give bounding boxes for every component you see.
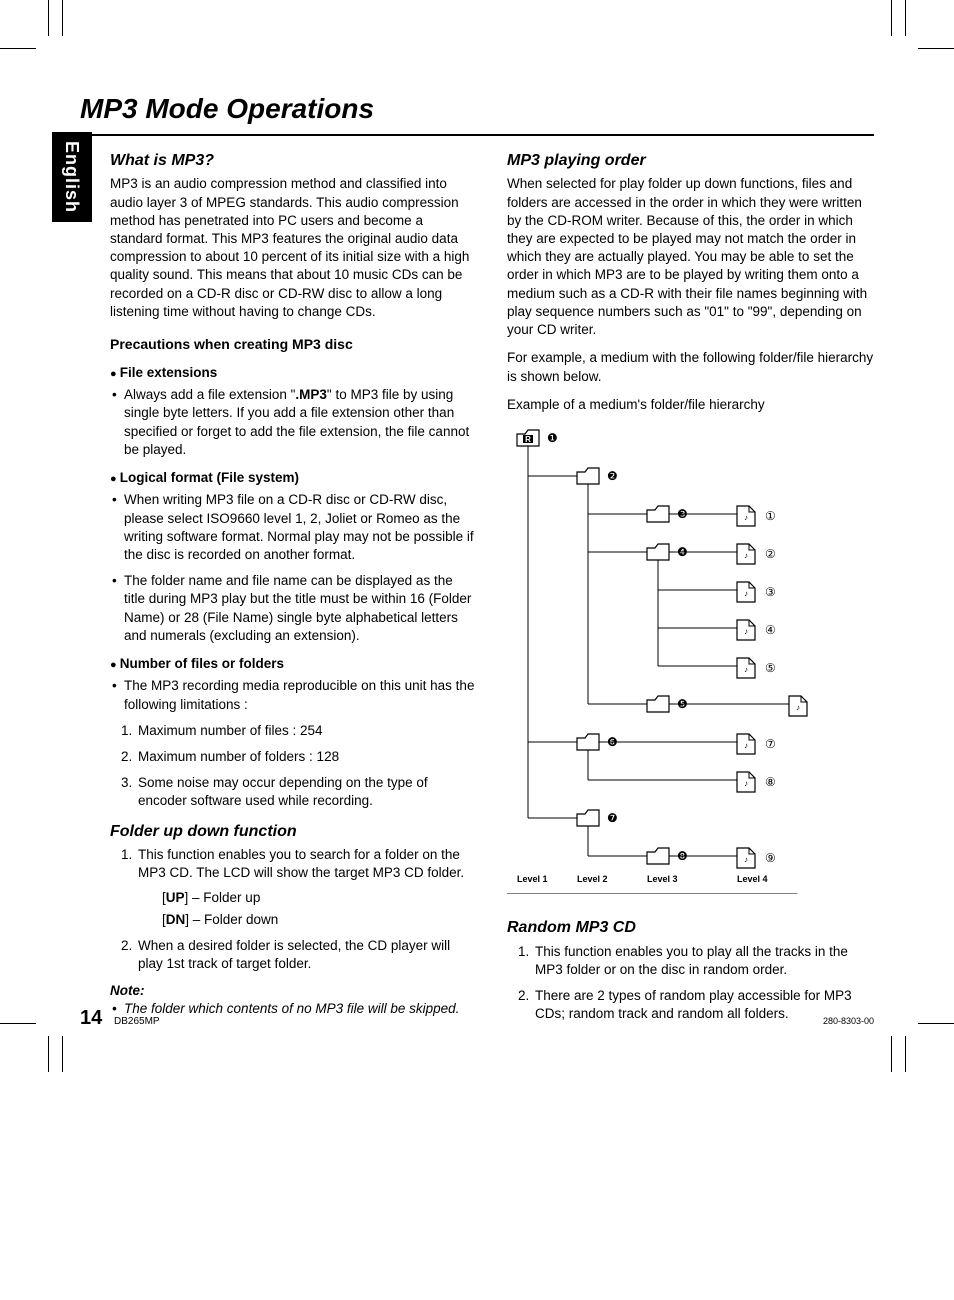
- svg-text:⑤: ⑤: [765, 661, 776, 675]
- model-label: DB265MP: [114, 1016, 160, 1027]
- svg-text:♪: ♪: [744, 627, 748, 636]
- right-column: MP3 playing order When selected for play…: [507, 150, 874, 1032]
- random-item-1: This function enables you to play all th…: [533, 943, 874, 979]
- svg-text:♪: ♪: [744, 779, 748, 788]
- svg-text:①: ①: [765, 509, 776, 523]
- what-is-mp3-body: MP3 is an audio compression method and c…: [110, 175, 477, 321]
- file-extensions-heading: File extensions: [110, 364, 477, 382]
- what-is-mp3-heading: What is MP3?: [110, 150, 477, 172]
- svg-text:⑨: ⑨: [765, 851, 776, 865]
- svg-text:♪: ♪: [796, 703, 800, 712]
- file-extensions-item: Always add a file extension ".MP3" to MP…: [124, 386, 477, 459]
- hierarchy-diagram: R❶❷❸❹❺❻❼❽♪①♪②♪③♪④♪⑤♪⑥♪⑦♪⑧♪⑨Level 1Level …: [507, 424, 874, 899]
- svg-text:❶: ❶: [547, 431, 558, 445]
- number-of-files-heading: Number of files or folders: [110, 655, 477, 673]
- folder-updown-1: This function enables you to search for …: [136, 846, 477, 929]
- svg-text:♪: ♪: [744, 855, 748, 864]
- folder-up-down-heading: Folder up down function: [110, 821, 477, 843]
- max-folders: Maximum number of folders : 128: [136, 748, 477, 766]
- svg-text:Level 2: Level 2: [577, 874, 608, 884]
- logical-format-item-2: The folder name and file name can be dis…: [124, 572, 477, 645]
- note-label: Note:: [110, 982, 477, 1000]
- folder-updown-2: When a desired folder is selected, the C…: [136, 937, 477, 973]
- playing-order-p1: When selected for play folder up down fu…: [507, 175, 874, 339]
- logical-format-item-1: When writing MP3 file on a CD-R disc or …: [124, 491, 477, 564]
- limitations-intro: The MP3 recording media reproducible on …: [124, 677, 477, 713]
- svg-text:♪: ♪: [744, 665, 748, 674]
- language-tab: English: [52, 132, 92, 222]
- diagram-caption: Example of a medium's folder/file hierar…: [507, 396, 874, 414]
- svg-text:♪: ♪: [744, 551, 748, 560]
- left-column: What is MP3? MP3 is an audio compression…: [80, 150, 477, 1032]
- svg-text:R: R: [525, 435, 531, 444]
- playing-order-p2: For example, a medium with the following…: [507, 349, 874, 385]
- svg-text:⑧: ⑧: [765, 775, 776, 789]
- page-title: MP3 Mode Operations: [80, 90, 874, 136]
- playing-order-heading: MP3 playing order: [507, 150, 874, 172]
- noise-note: Some noise may occur depending on the ty…: [136, 774, 477, 810]
- svg-text:Level 3: Level 3: [647, 874, 678, 884]
- svg-text:Level 4: Level 4: [737, 874, 768, 884]
- max-files: Maximum number of files : 254: [136, 722, 477, 740]
- random-mp3-heading: Random MP3 CD: [507, 917, 874, 939]
- svg-text:♪: ♪: [744, 589, 748, 598]
- document-code: 280-8303-00: [823, 1015, 874, 1027]
- logical-format-heading: Logical format (File system): [110, 469, 477, 487]
- svg-text:♪: ♪: [744, 513, 748, 522]
- svg-text:❼: ❼: [607, 811, 618, 825]
- svg-text:④: ④: [765, 623, 776, 637]
- svg-text:Level 1: Level 1: [517, 874, 548, 884]
- svg-text:③: ③: [765, 585, 776, 599]
- svg-text:②: ②: [765, 547, 776, 561]
- svg-text:⑦: ⑦: [765, 737, 776, 751]
- page-number: 14: [80, 1007, 102, 1029]
- svg-text:♪: ♪: [744, 741, 748, 750]
- precautions-heading: Precautions when creating MP3 disc: [110, 335, 477, 354]
- svg-text:❷: ❷: [607, 469, 618, 483]
